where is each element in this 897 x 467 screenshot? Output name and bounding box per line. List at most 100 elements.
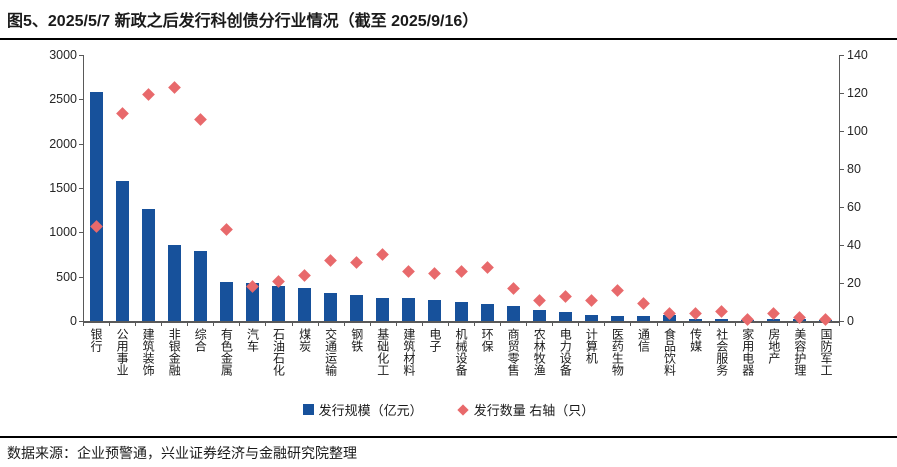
x-axis-category-label: 建筑装饰: [141, 328, 156, 376]
y-axis-left-tick: [79, 232, 83, 234]
x-axis-category-label: 家用电器: [740, 328, 755, 376]
bar: [141, 209, 155, 321]
bar: [298, 287, 312, 321]
x-axis-category-label: 农林牧渔: [532, 328, 547, 376]
y-axis-right-tick-label: 140: [847, 48, 868, 62]
y-axis-right-tick: [840, 283, 844, 284]
x-axis-tick: [213, 322, 215, 326]
y-axis-left-tick: [79, 188, 83, 189]
bar: [767, 319, 781, 321]
y-axis-left: [83, 55, 84, 321]
y-axis-left-tick: [79, 55, 83, 56]
legend-label-issuance-count: 发行数量 右轴（只）: [473, 403, 595, 418]
bar: [610, 315, 624, 321]
x-axis-category-label: 机械设备: [454, 328, 468, 376]
chart-legend: 发行规模（亿元） 发行数量 右轴（只）: [0, 400, 897, 419]
x-axis-tick: [578, 322, 580, 326]
data-point-diamond: [376, 248, 390, 261]
y-axis-right-tick-label: 80: [847, 162, 861, 176]
x-axis-tick: [83, 322, 84, 326]
data-point-diamond: [532, 293, 546, 307]
data-point-diamond: [506, 282, 520, 296]
data-point-diamond: [220, 223, 233, 237]
x-axis-tick: [604, 322, 606, 326]
data-point-diamond: [167, 80, 181, 94]
chart-area: 0 500 1000 1500 2000 2500 3000 0 20 40 60 80 100 120 1…: [0, 40, 897, 400]
y-axis-left-tick-label: 2500: [49, 92, 77, 107]
y-axis-right-tick-label: 120: [847, 86, 868, 100]
title-divider: [0, 38, 897, 40]
x-axis-tick: [812, 322, 814, 326]
bar: [272, 285, 286, 321]
x-axis-category-label: 食品饮料: [662, 328, 677, 376]
y-axis-left-tick-label: 0: [70, 314, 77, 328]
footer-divider: [0, 436, 897, 438]
x-axis-tick: [526, 322, 528, 326]
x-axis-category-label: 银行: [89, 328, 104, 352]
y-axis-right-tick: [840, 245, 844, 246]
legend-item-issuance-scale: 发行规模（亿元）: [302, 400, 423, 419]
x-axis-tick: [395, 322, 397, 326]
legend-label-issuance-scale: 发行规模（亿元）: [318, 403, 423, 418]
x-axis-category-label: 计算机: [584, 328, 599, 364]
x-axis-category-label: 商贸零售: [506, 328, 521, 376]
x-axis-tick: [369, 322, 371, 326]
bar: [532, 310, 546, 321]
y-axis-right-tick: [840, 207, 844, 208]
bar: [324, 293, 338, 321]
x-axis-tick: [265, 322, 267, 326]
x-axis-tick: [421, 322, 423, 326]
x-axis-category-label: 非银金融: [167, 328, 182, 376]
y-axis-left-tick-label: 1500: [49, 181, 77, 195]
y-axis-left-tick-label: 3000: [49, 48, 77, 62]
data-point-diamond: [741, 312, 755, 326]
data-source: 数据来源：企业预警通，兴业证券经济与金融研究院整理: [7, 445, 357, 461]
x-axis-category-label: 有色金属: [219, 328, 234, 376]
x-axis-tick: [447, 322, 449, 326]
figure-title: 图5、2025/5/7 新政之后发行科创债分行业情况（截至 2025/9/16）: [7, 13, 479, 30]
bar: [350, 294, 364, 321]
data-point-diamond: [611, 284, 624, 297]
y-axis-right-tick-label: 0: [847, 314, 854, 328]
x-axis-tick: [552, 322, 554, 326]
x-axis-category-label: 美容护理: [792, 328, 807, 376]
x-axis-tick: [135, 322, 137, 326]
x-axis-category-label: 环保: [480, 328, 495, 352]
x-axis-category-label: 石油石化: [271, 328, 286, 376]
x-axis-category-label: 房地产: [766, 328, 781, 364]
bar: [715, 318, 729, 321]
x-axis-tick: [474, 322, 476, 326]
y-axis-left-tick-label: 500: [56, 269, 77, 284]
x-axis-category-label: 钢铁: [349, 328, 364, 352]
bar: [219, 281, 233, 321]
data-point-diamond: [480, 261, 494, 275]
data-point-diamond: [193, 113, 207, 126]
x-axis-category-label: 综合: [193, 328, 208, 352]
y-axis-right: [839, 55, 840, 321]
x-axis: [83, 321, 840, 323]
y-axis-right-tick-label: 40: [847, 238, 861, 252]
bar: [506, 305, 520, 321]
data-point-diamond: [324, 253, 338, 267]
data-point-diamond: [428, 267, 442, 280]
bar: [89, 92, 103, 321]
x-axis-tick: [630, 322, 632, 326]
x-axis-category-label: 建筑材料: [401, 328, 416, 376]
bar: [480, 303, 494, 321]
data-point-diamond: [402, 265, 416, 278]
data-point-diamond: [141, 88, 155, 102]
x-axis-tick: [317, 322, 319, 326]
bar: [193, 251, 207, 321]
x-axis-tick: [786, 322, 788, 326]
x-axis-category-label: 汽车: [245, 328, 260, 352]
y-axis-right-tick: [840, 169, 844, 170]
bar: [245, 283, 259, 321]
x-axis-tick: [239, 322, 241, 326]
x-axis-tick: [109, 322, 111, 326]
x-axis-tick: [343, 322, 345, 326]
bar: [454, 301, 468, 321]
bar: [402, 298, 416, 321]
diamond-series-swatch-icon: [457, 403, 469, 416]
bar: [584, 314, 598, 321]
data-point-diamond: [454, 265, 468, 278]
